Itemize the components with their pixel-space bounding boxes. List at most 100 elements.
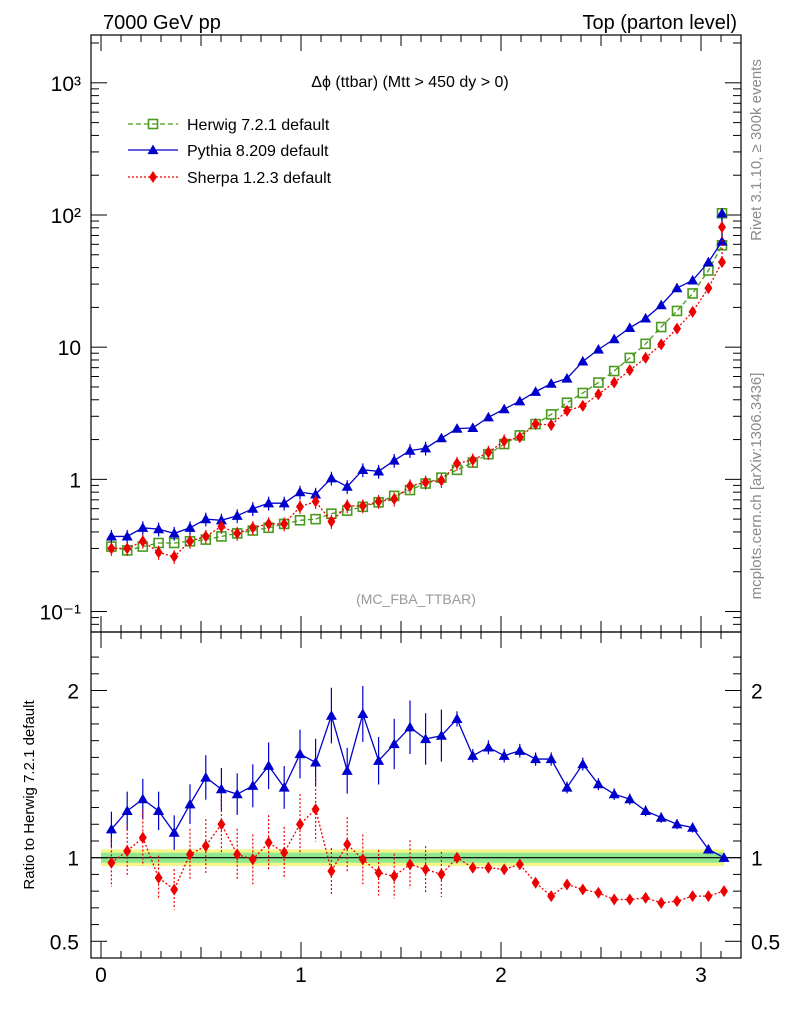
data-point [657,338,666,351]
ratio-data-point [687,822,699,832]
ratio-data-point [404,721,416,732]
data-point [121,530,133,541]
data-point [624,322,636,332]
data-point [515,431,524,444]
ratio-y-tick-label-right: 1 [751,848,763,871]
data-point [453,457,461,470]
data-point [123,542,132,555]
ratio-data-point [186,848,194,861]
data-point [563,404,571,417]
data-point [718,256,726,269]
ratio-data-point [718,852,730,862]
ratio-data-point [673,895,681,908]
mcplots-label: mcplots.cern.ch [arXiv:1306.3436] [748,373,765,600]
data-point [484,446,493,459]
ratio-data-point [500,863,509,876]
data-point [215,514,227,525]
ratio-y-axis-label: Ratio to Herwig 7.2.1 default [21,700,38,890]
data-point [388,454,400,465]
header-right: Top (parton level) [582,12,737,34]
ratio-data-point [201,839,210,852]
legend-marker [147,118,159,130]
data-point [437,474,446,487]
ratio-data-point [343,838,352,851]
data-point [547,418,556,431]
ratio-data-point [592,778,604,789]
ratio-data-point [608,788,620,799]
header-left: 7000 GeV pp [103,12,221,34]
data-point [373,465,385,476]
x-tick-label: 3 [695,964,707,987]
x-tick-label: 2 [495,964,507,987]
data-point [247,503,259,513]
ratio-data-point [515,858,524,871]
data-point [624,352,636,364]
ratio-data-point [563,878,571,891]
x-tick-label: 0 [95,964,107,987]
ratio-data-point [153,805,165,816]
data-point [608,333,620,344]
data-point [704,282,713,295]
data-point [625,364,634,377]
data-point [687,288,698,299]
data-point [530,386,542,396]
ratio-data-point [577,758,589,769]
ratio-data-point [657,896,666,909]
ratio-data-point [406,858,414,871]
ratio-data-point [468,861,477,874]
data-point [200,513,212,524]
data-point [577,355,589,366]
data-point [357,464,369,474]
data-point [263,497,275,508]
ratio-data-point [702,843,714,854]
ratio-data-point [514,745,526,755]
ratio-data-point [325,710,337,720]
data-point [233,527,242,540]
ratio-data-point [437,868,446,881]
data-point [217,520,226,533]
ratio-data-point [248,853,257,866]
data-point [294,486,306,497]
data-point [341,481,353,491]
data-point [107,542,116,555]
ratio-data-point [547,890,556,903]
ratio-data-point [610,893,619,906]
data-point [655,299,667,310]
ratio-data-point [671,818,683,829]
ratio-y-tick-label-right: 2 [751,681,763,704]
ratio-data-point [625,893,634,906]
data-point [170,550,179,563]
data-point [514,395,526,406]
y-tick-label: 10² [51,205,81,228]
ratio-data-point [530,753,542,764]
data-point [105,530,117,541]
data-point [482,411,494,422]
ratio-data-point [594,886,603,899]
main-panel: 10⁻¹ 1 10 10² 10³ Δϕ (ttbar) (Mtt > 450 dy > … [40,34,742,633]
series-line-0 [111,213,723,552]
data-point [593,377,604,388]
data-point [168,527,180,538]
ratio-data-point [451,713,463,724]
ratio-data-point [655,812,667,822]
ratio-data-point [233,848,242,861]
data-point [404,445,416,455]
data-point [311,495,320,508]
data-point [468,454,477,467]
data-point [545,409,557,420]
data-point [154,546,163,559]
y-tick-label: 10³ [51,73,81,96]
data-point [577,387,589,399]
legend-label: Herwig 7.2.1 default [187,117,330,134]
ratio-data-point [482,741,494,752]
data-point [671,305,683,317]
data-point [594,388,603,401]
ratio-y-tick-label: 0.5 [50,931,79,954]
data-point [201,530,210,543]
ratio-y-tick-label: 1 [67,848,79,871]
ratio-data-point [184,798,196,809]
ratio-data-point [247,780,259,790]
data-point [248,521,257,534]
data-point [640,312,652,323]
ratio-data-point [123,845,132,858]
